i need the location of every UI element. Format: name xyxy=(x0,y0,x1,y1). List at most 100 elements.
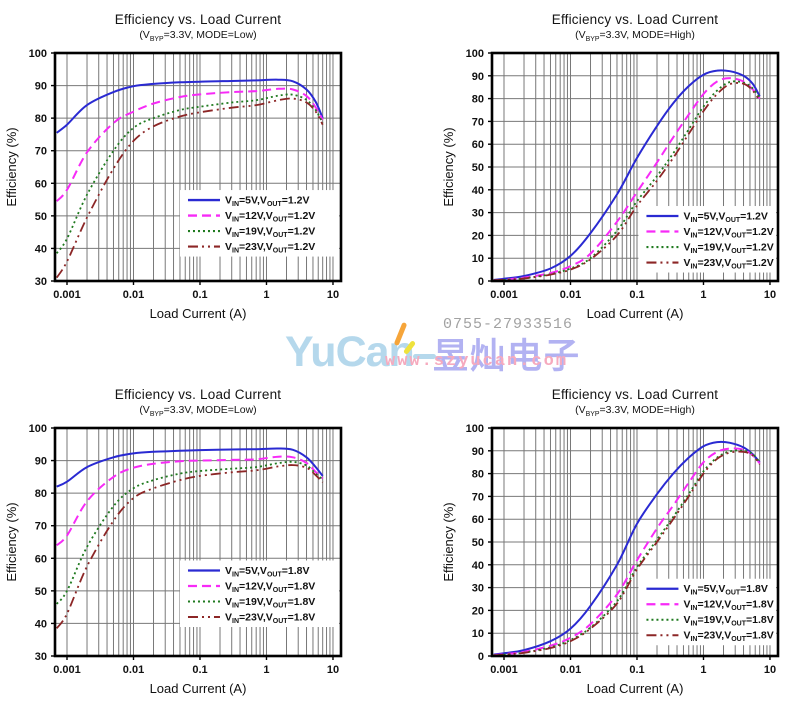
series-curve xyxy=(55,455,324,547)
svg-text:1: 1 xyxy=(263,289,269,301)
svg-text:0.001: 0.001 xyxy=(490,289,518,301)
watermark-accent-yellow-icon xyxy=(402,340,417,355)
svg-text:50: 50 xyxy=(35,586,47,598)
svg-text:0.1: 0.1 xyxy=(629,664,644,676)
watermark-brand-logo: YuCan xyxy=(285,328,415,376)
svg-text:90: 90 xyxy=(35,81,47,93)
legend-label: VIN=23V,VOUT=1.8V xyxy=(225,612,315,626)
svg-text:60: 60 xyxy=(472,139,484,151)
plot-border xyxy=(53,51,343,283)
series-curve xyxy=(56,78,324,134)
series-curve xyxy=(493,82,761,281)
svg-text:70: 70 xyxy=(35,521,47,533)
svg-text:0.001: 0.001 xyxy=(490,664,518,676)
svg-text:20: 20 xyxy=(472,605,484,617)
axis-tick-labels: 0 10 20 30 40 50 60 70 80 90 100 0.001 0.01 0.1 1 10 xyxy=(466,48,776,301)
svg-text:10: 10 xyxy=(764,289,776,301)
chart-canvas: 0 10 20 30 40 50 60 70 80 90 100 0.001 0.01 0.1 1 10 Loa… xyxy=(441,48,780,321)
legend-label: VIN=12V,VOUT=1.2V xyxy=(683,226,773,240)
series-curve xyxy=(55,93,324,254)
svg-text:70: 70 xyxy=(472,491,484,503)
series-curve xyxy=(493,69,761,281)
y-axis-label: Efficiency (%) xyxy=(441,127,456,206)
svg-text:100: 100 xyxy=(29,423,47,435)
legend-label: VIN=19V,VOUT=1.8V xyxy=(225,596,315,610)
series-curve xyxy=(493,77,761,281)
chart-canvas: 30 40 50 60 70 80 90 100 0.001 0.01 0.1 1 10 Load Cur… xyxy=(4,423,343,696)
svg-text:90: 90 xyxy=(472,71,484,83)
legend-label: VIN=23V,VOUT=1.2V xyxy=(683,257,773,271)
y-axis-label: Efficiency (%) xyxy=(4,127,19,206)
svg-text:20: 20 xyxy=(472,230,484,242)
svg-text:40: 40 xyxy=(35,243,47,255)
plot-border xyxy=(490,51,780,283)
svg-text:10: 10 xyxy=(472,253,484,265)
axis-tick-labels: 30 40 50 60 70 80 90 100 0.001 0.01 0.1 1 10 xyxy=(29,423,339,676)
svg-text:0.1: 0.1 xyxy=(192,289,207,301)
legend-label: VIN=12V,VOUT=1.2V xyxy=(225,210,315,224)
svg-text:40: 40 xyxy=(35,618,47,630)
axis-tick-labels: 0 10 20 30 40 50 60 70 80 90 100 0.001 0.01 0.1 1 10 xyxy=(466,423,776,676)
svg-text:0.01: 0.01 xyxy=(123,664,144,676)
svg-text:90: 90 xyxy=(35,456,47,468)
series-lines xyxy=(493,69,761,281)
watermark-brand-chinese: 昱灿电子 xyxy=(433,337,582,376)
series-curve xyxy=(55,87,324,202)
legend-label: VIN=23V,VOUT=1.8V xyxy=(683,630,773,644)
x-axis-label: Load Current (A) xyxy=(150,306,247,321)
svg-text:10: 10 xyxy=(327,289,339,301)
svg-text:30: 30 xyxy=(472,208,484,220)
svg-text:100: 100 xyxy=(466,48,484,60)
y-axis-label: Efficiency (%) xyxy=(441,502,456,581)
watermark-website: www.szyucan.com xyxy=(385,352,569,371)
svg-text:50: 50 xyxy=(35,211,47,223)
svg-text:40: 40 xyxy=(472,185,484,197)
series-curve xyxy=(493,440,761,656)
legend: VIN=5V,VOUT=1.8V VIN=12V,VOUT=1.8VVIN=19V… xyxy=(179,560,339,627)
svg-text:10: 10 xyxy=(472,628,484,640)
svg-text:0.01: 0.01 xyxy=(123,289,144,301)
svg-text:10: 10 xyxy=(327,664,339,676)
svg-text:70: 70 xyxy=(35,146,47,158)
chart-figure-high-1v8: 0 10 20 30 40 50 60 70 80 90 100 0.001 0.01 0.1 1 10 Loa… xyxy=(437,375,811,705)
svg-text:30: 30 xyxy=(35,276,47,288)
legend-label: VIN=19V,VOUT=1.2V xyxy=(683,242,773,256)
svg-text:60: 60 xyxy=(35,178,47,190)
legend-label: VIN=23V,VOUT=1.2V xyxy=(225,241,315,255)
chart-figure-low-1v8: 30 40 50 60 70 80 90 100 0.001 0.01 0.1 1 10 Load Cur… xyxy=(0,375,405,705)
svg-text:0: 0 xyxy=(478,651,484,663)
svg-text:10: 10 xyxy=(764,664,776,676)
series-curve xyxy=(493,80,761,281)
series-curve xyxy=(493,447,761,656)
x-axis-label: Load Current (A) xyxy=(587,681,684,696)
chart-figure-high-1v2: 0 10 20 30 40 50 60 70 80 90 100 0.001 0.01 0.1 1 10 Loa… xyxy=(437,0,811,330)
svg-text:0: 0 xyxy=(478,276,484,288)
y-axis-label: Efficiency (%) xyxy=(4,502,19,581)
svg-text:0.1: 0.1 xyxy=(192,664,207,676)
svg-text:50: 50 xyxy=(472,537,484,549)
svg-text:60: 60 xyxy=(35,553,47,565)
svg-text:80: 80 xyxy=(472,469,484,481)
legend: VIN=5V,VOUT=1.8V VIN=12V,VOUT=1.8VVIN=19V… xyxy=(638,578,776,646)
axis-tick-labels: 30 40 50 60 70 80 90 100 0.001 0.01 0.1 1 10 xyxy=(29,48,339,301)
svg-text:30: 30 xyxy=(472,583,484,595)
x-axis-label: Load Current (A) xyxy=(150,681,247,696)
chart-canvas: 0 10 20 30 40 50 60 70 80 90 100 0.001 0.01 0.1 1 10 Loa… xyxy=(441,423,780,696)
legend-label: VIN=5V,VOUT=1.2V xyxy=(225,195,309,209)
svg-text:0.1: 0.1 xyxy=(629,289,644,301)
chart-figure-low-1v2: 30 40 50 60 70 80 90 100 0.001 0.01 0.1 1 10 Load Cur… xyxy=(0,0,405,330)
svg-text:0.001: 0.001 xyxy=(53,289,81,301)
series-lines xyxy=(55,447,324,629)
svg-text:1: 1 xyxy=(700,289,706,301)
svg-text:50: 50 xyxy=(472,162,484,174)
svg-text:100: 100 xyxy=(29,48,47,60)
svg-text:0.001: 0.001 xyxy=(53,664,81,676)
series-lines xyxy=(55,78,324,279)
legend-label: VIN=19V,VOUT=1.8V xyxy=(683,614,773,628)
legend-label: VIN=12V,VOUT=1.8V xyxy=(683,599,773,613)
legend-label: VIN=5V,VOUT=1.8V xyxy=(225,565,309,579)
series-curve xyxy=(55,464,324,629)
series-lines xyxy=(493,440,761,656)
